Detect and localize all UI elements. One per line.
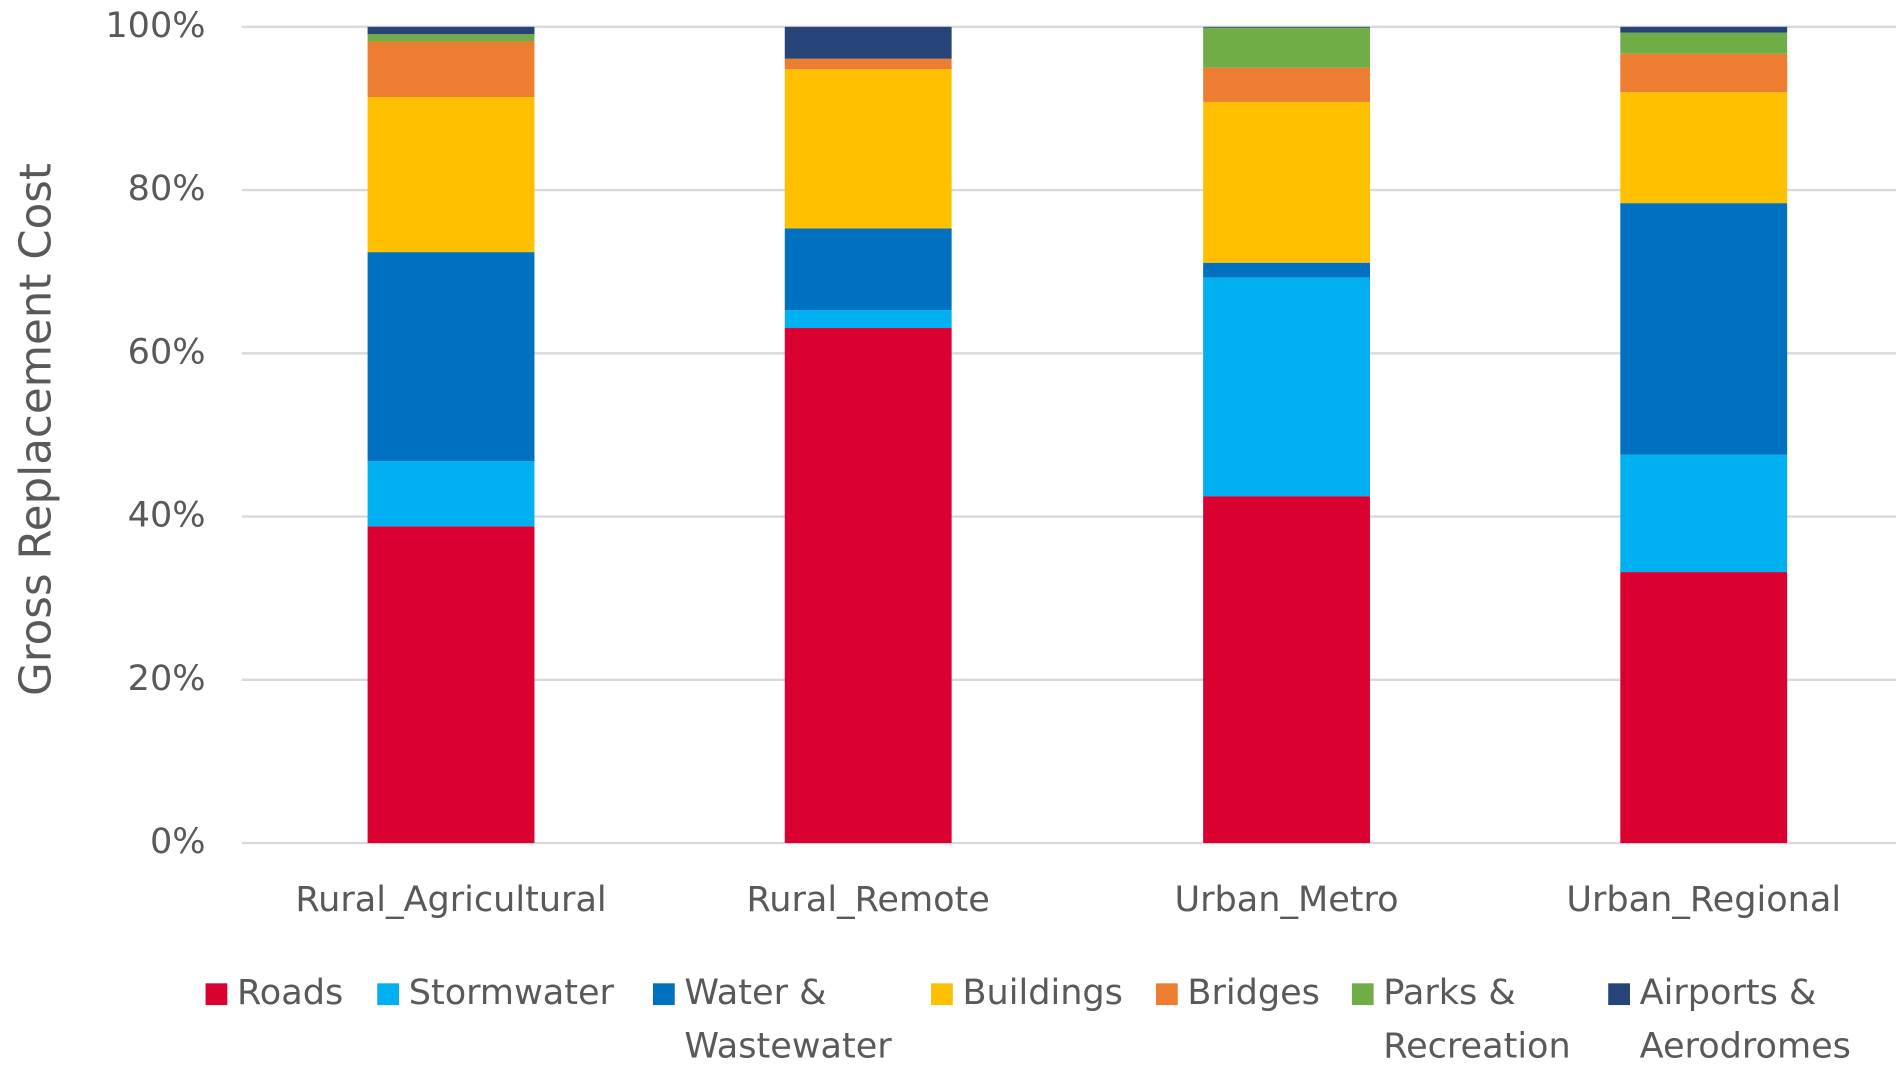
y-tick-label: 20% bbox=[128, 658, 206, 699]
legend-label: Bridges bbox=[1187, 972, 1320, 1013]
bar-segment bbox=[784, 69, 952, 229]
bar-segment bbox=[1620, 572, 1788, 844]
y-axis-title: Gross Replacement Cost bbox=[12, 163, 62, 696]
bar-segment bbox=[1203, 496, 1371, 844]
y-tick-label: 100% bbox=[105, 5, 205, 46]
x-tick-label: Rural_Agricultural bbox=[295, 879, 606, 920]
legend-swatch bbox=[931, 983, 953, 1006]
legend-label: Airports & Aerodromes bbox=[1640, 972, 1851, 1066]
y-tick-label: 40% bbox=[128, 495, 206, 536]
bar-segment bbox=[1620, 32, 1788, 54]
bar-segment bbox=[1203, 277, 1371, 497]
bar-segment bbox=[367, 526, 535, 844]
legend-label: Roads bbox=[237, 972, 343, 1013]
bar-segment bbox=[1203, 101, 1371, 263]
bar-segment bbox=[1203, 27, 1371, 68]
y-tick-label: 60% bbox=[128, 331, 206, 372]
bar-segment bbox=[784, 228, 952, 311]
y-tick-label: 80% bbox=[128, 168, 206, 209]
bar-segment bbox=[1620, 92, 1788, 204]
bar-segment bbox=[1203, 262, 1371, 278]
y-tick-label: 0% bbox=[150, 821, 206, 862]
bar-segment bbox=[1620, 454, 1788, 573]
bar-segment bbox=[367, 252, 535, 462]
legend-swatch bbox=[1351, 983, 1374, 1006]
bar-segment bbox=[1203, 67, 1371, 102]
bar-segment bbox=[1620, 26, 1788, 33]
bar-segment bbox=[784, 26, 952, 59]
legend-swatch bbox=[205, 983, 228, 1006]
x-tick-label: Urban_Metro bbox=[1174, 879, 1398, 920]
bar-segment bbox=[784, 310, 952, 329]
bar-segment bbox=[1203, 26, 1371, 28]
legend-swatch bbox=[377, 983, 400, 1006]
bar-segment bbox=[784, 58, 952, 70]
bar-segment bbox=[1620, 203, 1788, 455]
x-tick-label: Urban_Regional bbox=[1566, 879, 1841, 920]
bar-segment bbox=[1620, 53, 1788, 93]
bar-segment bbox=[367, 34, 535, 42]
bar-segment bbox=[367, 26, 535, 35]
legend-label: Stormwater bbox=[409, 972, 615, 1013]
legend-label: Buildings bbox=[963, 972, 1123, 1013]
legend-label: Parks & Recreation bbox=[1383, 972, 1570, 1066]
legend-swatch bbox=[1608, 983, 1630, 1006]
legend-swatch bbox=[1155, 983, 1178, 1006]
bar-segment bbox=[784, 328, 952, 844]
bar-segment bbox=[367, 41, 535, 98]
bar-segment bbox=[367, 461, 535, 527]
legend-label: Water & Wastewater bbox=[684, 972, 892, 1066]
bar-segment bbox=[367, 97, 535, 253]
x-tick-label: Rural_Remote bbox=[747, 879, 990, 920]
legend-swatch bbox=[652, 983, 675, 1006]
